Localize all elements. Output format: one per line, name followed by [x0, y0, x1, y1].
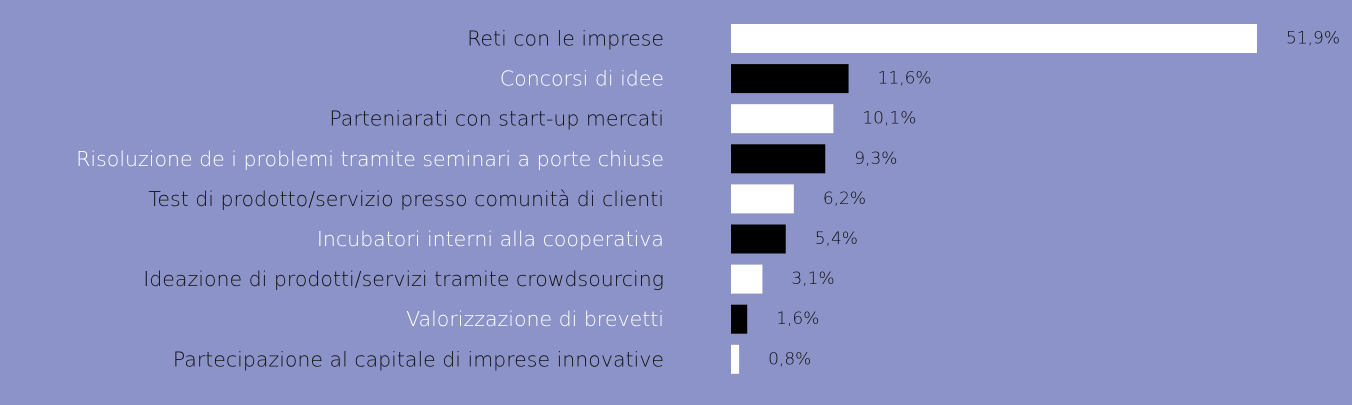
bar — [731, 264, 763, 294]
value-labels: 51,9% 11,6% 10,1% 9,3% 6,2% 5,4% 3,1% 1,6% 0,8% — [768, 29, 1340, 370]
category-label: Ideazione di prodotti/servizi tramite cr… — [143, 267, 664, 291]
bar — [731, 144, 826, 174]
category-label: Concorsi di idee — [500, 67, 664, 91]
value-label: 51,9% — [1286, 29, 1340, 49]
category-label: Risoluzione de i problemi tramite semina… — [76, 147, 664, 171]
bar — [731, 24, 1257, 53]
bar — [731, 184, 794, 214]
bars — [731, 24, 1257, 374]
value-label: 3,1% — [791, 269, 834, 289]
category-label: Test di prodotto/servizio presso comunit… — [148, 187, 664, 211]
category-label: Incubatori interni alla cooperativa — [317, 227, 664, 251]
value-label: 5,4% — [815, 229, 858, 249]
bar — [731, 304, 748, 334]
value-label: 9,3% — [854, 149, 897, 169]
category-label: Partecipazione al capitale di imprese in… — [173, 347, 664, 371]
value-label: 1,6% — [776, 309, 819, 329]
category-label: Reti con le imprese — [467, 27, 664, 51]
value-label: 10,1% — [862, 109, 916, 129]
category-label: Valorizzazione di brevetti — [406, 307, 664, 331]
value-label: 6,2% — [823, 189, 866, 209]
value-label: 11,6% — [878, 69, 932, 89]
bar — [731, 224, 786, 254]
bar — [731, 104, 834, 134]
category-label: Parteniarati con start-up mercati — [329, 107, 664, 131]
bar — [731, 64, 849, 94]
value-label: 0,8% — [768, 349, 811, 369]
bar — [731, 344, 740, 374]
category-labels: Reti con le imprese Concorsi di idee Parte… — [76, 27, 664, 372]
